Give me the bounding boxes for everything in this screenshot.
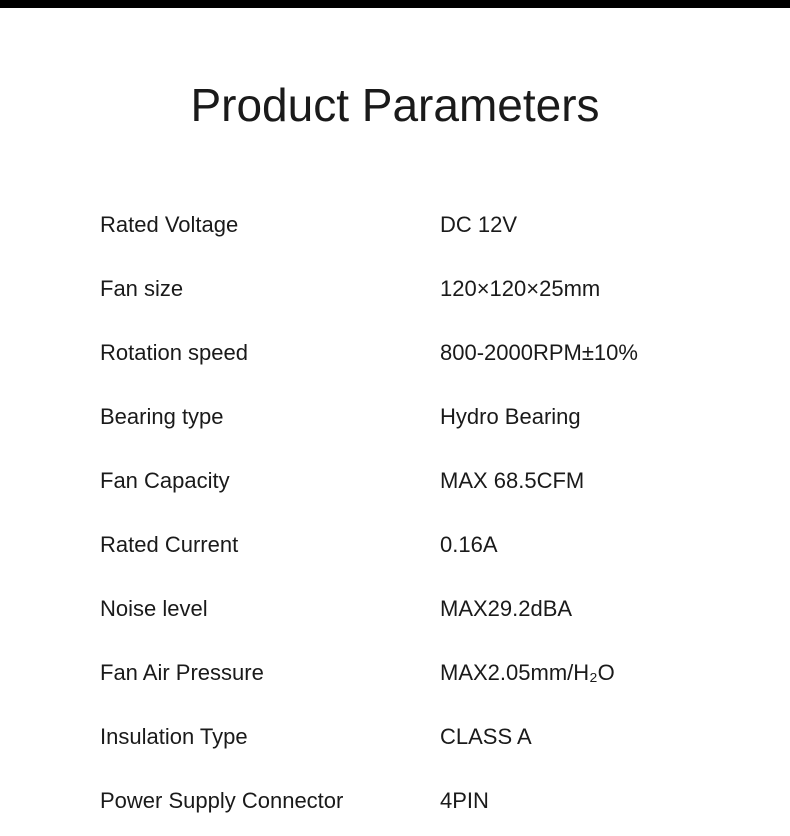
param-label: Fan size [100,276,440,302]
page-title: Product Parameters [0,78,790,132]
table-row: Rated Current 0.16A [100,532,690,558]
table-row: Power Supply Connector 4PIN [100,788,690,814]
parameters-table: Rated Voltage DC 12V Fan size 120×120×25… [0,212,790,814]
param-value: MAX 68.5CFM [440,468,584,494]
top-divider [0,0,790,8]
param-value: MAX2.05mm/H₂O [440,660,615,686]
param-value: 0.16A [440,532,498,558]
param-label: Power Supply Connector [100,788,440,814]
param-label: Bearing type [100,404,440,430]
param-value: 4PIN [440,788,489,814]
param-value: 800-2000RPM±10% [440,340,638,366]
table-row: Bearing type Hydro Bearing [100,404,690,430]
param-label: Fan Capacity [100,468,440,494]
param-value: Hydro Bearing [440,404,581,430]
param-value: DC 12V [440,212,517,238]
param-label: Insulation Type [100,724,440,750]
table-row: Fan size 120×120×25mm [100,276,690,302]
table-row: Fan Air Pressure MAX2.05mm/H₂O [100,660,690,686]
table-row: Rated Voltage DC 12V [100,212,690,238]
param-label: Rotation speed [100,340,440,366]
param-value: MAX29.2dBA [440,596,572,622]
param-label: Fan Air Pressure [100,660,440,686]
table-row: Noise level MAX29.2dBA [100,596,690,622]
table-row: Fan Capacity MAX 68.5CFM [100,468,690,494]
param-label: Rated Voltage [100,212,440,238]
page-content: Product Parameters Rated Voltage DC 12V … [0,8,790,814]
param-label: Rated Current [100,532,440,558]
param-label: Noise level [100,596,440,622]
param-value: 120×120×25mm [440,276,600,302]
table-row: Rotation speed 800-2000RPM±10% [100,340,690,366]
param-value: CLASS A [440,724,532,750]
table-row: Insulation Type CLASS A [100,724,690,750]
